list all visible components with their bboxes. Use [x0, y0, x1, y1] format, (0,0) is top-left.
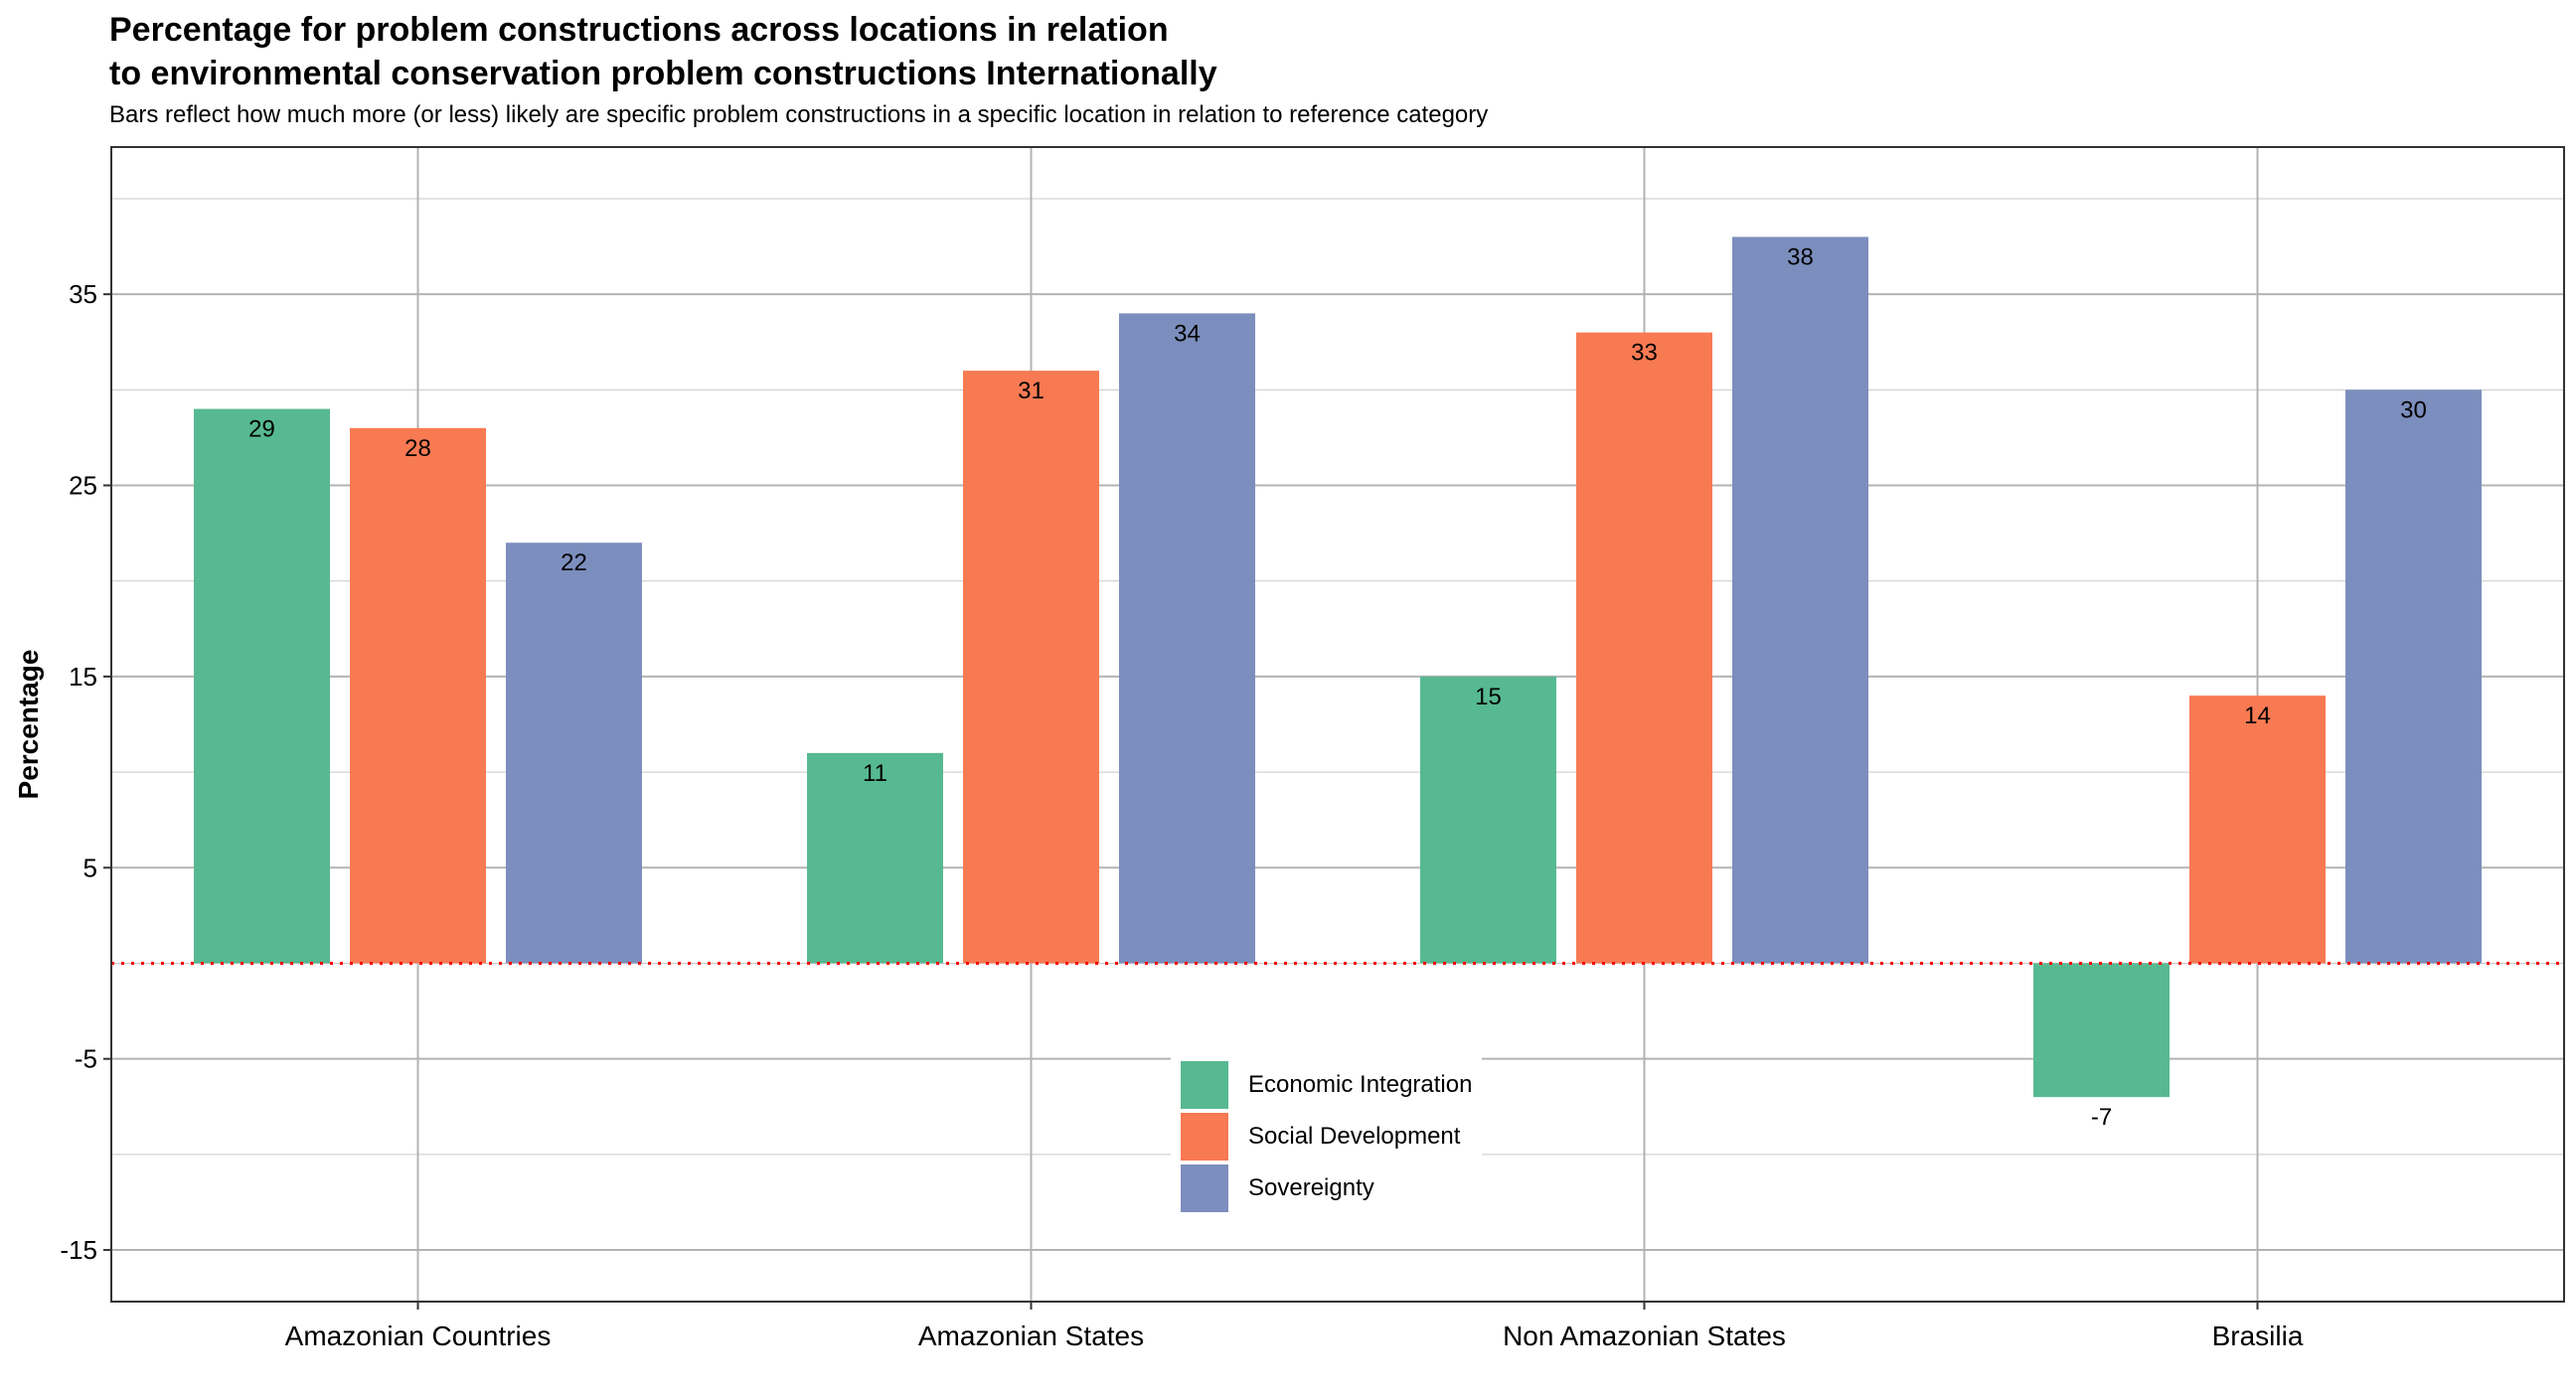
- chart-subtitle: Bars reflect how much more (or less) lik…: [109, 101, 1489, 128]
- legend-item-economic-integration: Economic Integration: [1181, 1059, 1472, 1111]
- x-tick-label-amazonian-states: Amazonian States: [918, 1320, 1144, 1351]
- y-tick-label: 35: [69, 279, 97, 309]
- data-label-sovereignty-amazonian-states: 34: [1174, 320, 1201, 347]
- legend-label-social-development: Social Development: [1248, 1123, 1461, 1150]
- legend-label-sovereignty: Sovereignty: [1248, 1174, 1374, 1201]
- y-tick-label: 25: [69, 471, 97, 501]
- data-label-sovereignty-amazonian-countries: 22: [561, 549, 587, 576]
- data-label-economic-integration-amazonian-states: 11: [863, 760, 887, 787]
- y-tick-label: 5: [83, 852, 97, 882]
- data-label-sovereignty-non-amazonian-states: 38: [1787, 243, 1814, 270]
- x-tick-label-non-amazonian-states: Non Amazonian States: [1503, 1320, 1786, 1351]
- chart-legend: Economic Integration Social Development …: [1171, 1047, 1483, 1222]
- x-tick-label-amazonian-countries: Amazonian Countries: [285, 1320, 552, 1351]
- bar-social-development-non-amazonian-states: [1576, 332, 1712, 964]
- chart-title-line-1: Percentage for problem constructions acr…: [109, 11, 1169, 49]
- bar-sovereignty-amazonian-states: [1119, 313, 1255, 964]
- x-tick-label-brasilia: Brasilia: [2212, 1320, 2304, 1351]
- chart-title: Percentage for problem constructions acr…: [109, 8, 1217, 95]
- data-label-social-development-amazonian-countries: 28: [404, 435, 431, 462]
- bar-sovereignty-amazonian-countries: [506, 542, 642, 964]
- legend-swatch-sovereignty: [1181, 1164, 1228, 1212]
- chart-title-line-2: to environmental conservation problem co…: [109, 55, 1217, 92]
- data-label-economic-integration-non-amazonian-states: 15: [1475, 684, 1502, 710]
- y-tick-label: 15: [69, 662, 97, 692]
- legend-label-economic-integration: Economic Integration: [1248, 1071, 1473, 1098]
- legend-item-social-development: Social Development: [1181, 1111, 1472, 1162]
- bar-economic-integration-non-amazonian-states: [1420, 676, 1556, 964]
- bar-economic-integration-brasilia: [2033, 963, 2170, 1098]
- y-tick-label: -5: [75, 1044, 97, 1074]
- data-label-social-development-non-amazonian-states: 33: [1631, 340, 1658, 367]
- bar-social-development-brasilia: [2189, 696, 2326, 964]
- data-label-social-development-amazonian-states: 31: [1018, 378, 1045, 404]
- y-tick-label: -15: [60, 1235, 97, 1265]
- legend-swatch-economic-integration: [1181, 1061, 1228, 1109]
- data-label-economic-integration-brasilia: -7: [2091, 1104, 2112, 1131]
- bar-social-development-amazonian-states: [963, 371, 1099, 964]
- plot-panel-border: [110, 146, 2565, 1303]
- bar-sovereignty-non-amazonian-states: [1732, 236, 1868, 964]
- bar-sovereignty-brasilia: [2345, 389, 2482, 964]
- data-label-economic-integration-amazonian-countries: 29: [248, 416, 275, 443]
- y-axis-title: Percentage: [13, 650, 44, 800]
- data-label-social-development-brasilia: 14: [2244, 702, 2271, 729]
- bar-economic-integration-amazonian-states: [807, 752, 943, 964]
- data-label-sovereignty-brasilia: 30: [2400, 396, 2427, 423]
- legend-swatch-social-development: [1181, 1113, 1228, 1161]
- legend-item-sovereignty: Sovereignty: [1181, 1162, 1472, 1214]
- bar-economic-integration-amazonian-countries: [194, 408, 330, 964]
- bar-social-development-amazonian-countries: [350, 427, 486, 964]
